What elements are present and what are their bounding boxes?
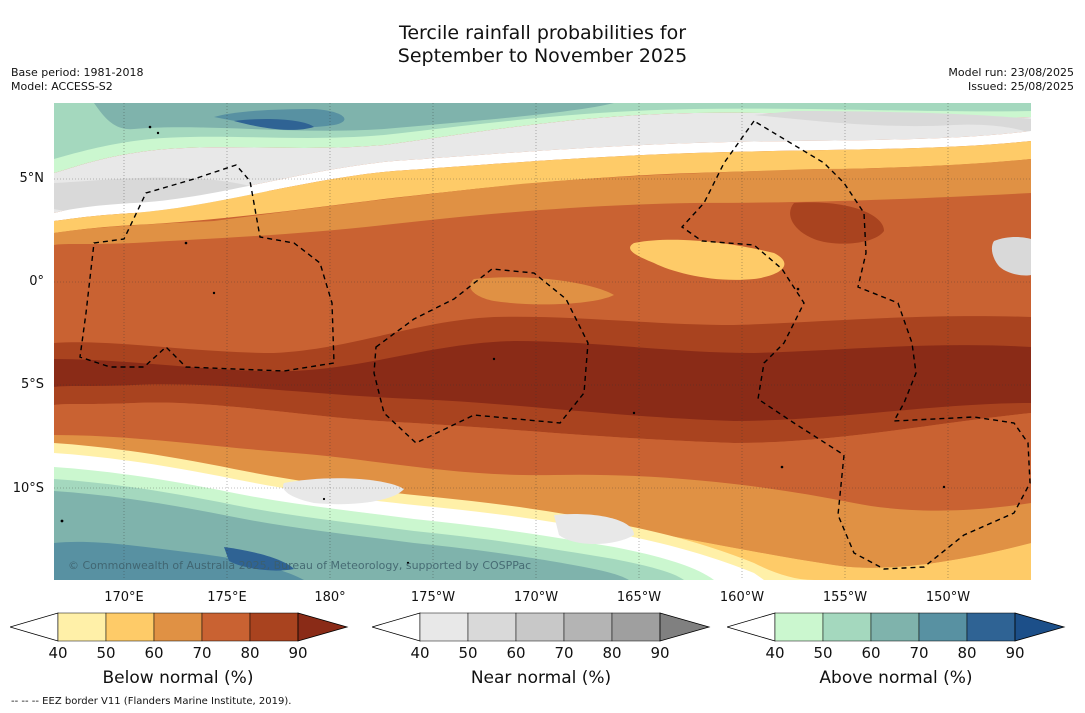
title-line-2: September to November 2025 <box>397 45 688 67</box>
model-run: Model run: 23/08/2025 <box>948 66 1074 79</box>
meta-left: Base period: 1981-2018 Model: ACCESS-S2 <box>11 66 143 94</box>
lon-label-175e: 175°E <box>207 590 247 605</box>
lon-label-165w: 165°W <box>616 590 662 605</box>
issued-date: Issued: 25/08/2025 <box>967 80 1074 93</box>
eez-kiribati-gilbert <box>79 164 335 372</box>
title-line-1: Tercile rainfall probabilities for <box>398 22 687 44</box>
near-tick-60: 60 <box>506 644 526 662</box>
below-tick-60: 60 <box>144 644 164 662</box>
above-tick-50: 50 <box>813 644 833 662</box>
model-name: Model: ACCESS-S2 <box>11 80 113 93</box>
eez-phoenix <box>373 268 589 444</box>
above-tick-80: 80 <box>957 644 977 662</box>
colorbar-above <box>727 612 1066 642</box>
below-normal-title: Below normal (%) <box>102 668 254 688</box>
lat-label-0: 0° <box>29 274 44 289</box>
near-tick-40: 40 <box>410 644 430 662</box>
above-tick-90: 90 <box>1005 644 1025 662</box>
lon-label-155w: 155°W <box>822 590 868 605</box>
below-tick-90: 90 <box>288 644 308 662</box>
east-near-patch <box>991 237 1031 276</box>
eez-borders <box>79 120 1031 570</box>
below-tick-70: 70 <box>192 644 212 662</box>
lon-label-160w: 160°W <box>719 590 765 605</box>
map-svg <box>54 103 1031 580</box>
south-below-weak <box>54 435 1031 568</box>
above-tick-70: 70 <box>909 644 929 662</box>
lon-label-150w: 150°W <box>925 590 971 605</box>
near-tick-80: 80 <box>602 644 622 662</box>
north-below-mid <box>54 159 1031 245</box>
below-arrow-max <box>297 612 349 642</box>
north-above-peak <box>234 119 314 130</box>
above-normal-title: Above normal (%) <box>819 668 973 688</box>
above-tick-60: 60 <box>861 644 881 662</box>
rainfall-map <box>54 103 1031 580</box>
south-above-peak <box>224 547 294 571</box>
south-near-patch-2 <box>554 513 634 544</box>
below-arrow-min <box>10 612 59 642</box>
map-title: Tercile rainfall probabilities for Septe… <box>0 22 1085 68</box>
near-tick-70: 70 <box>554 644 574 662</box>
colorbar-below <box>10 612 349 642</box>
north-near-normal <box>54 112 1031 213</box>
north-white-margin <box>54 131 1031 221</box>
central-pale-patch <box>630 239 785 280</box>
lon-label-175w: 175°W <box>410 590 456 605</box>
lat-label-5n: 5°N <box>19 171 45 186</box>
copyright-notice: © Commonwealth of Australia 2025, Bureau… <box>68 559 532 572</box>
below-tick-40: 40 <box>48 644 68 662</box>
south-near-patch-1 <box>283 478 404 505</box>
south-below-mid <box>54 402 1031 511</box>
base-period: Base period: 1981-2018 <box>11 66 144 79</box>
north-above-strong <box>94 103 614 131</box>
lon-label-170w: 170°W <box>513 590 559 605</box>
islands <box>60 125 946 565</box>
map-gridlines <box>54 103 1031 580</box>
below-tick-80: 80 <box>240 644 260 662</box>
south-below-peak <box>54 341 1031 421</box>
meta-right: Model run: 23/08/2025 Issued: 25/08/2025 <box>948 66 1074 94</box>
near-normal-title: Near normal (%) <box>470 668 612 688</box>
lon-label-180: 180° <box>314 590 346 605</box>
eez-line-islands <box>680 120 1031 570</box>
below-tick-50: 50 <box>96 644 116 662</box>
north-near-east <box>754 111 1031 133</box>
near-tick-50: 50 <box>458 644 478 662</box>
eez-footnote: -- -- -- EEZ border V11 (Flanders Marine… <box>11 696 292 707</box>
central-orange-patch <box>470 277 614 305</box>
lat-label-10s: 10°S <box>12 481 44 496</box>
lon-label-170e: 170°E <box>104 590 144 605</box>
above-tick-40: 40 <box>765 644 785 662</box>
near-tick-90: 90 <box>650 644 670 662</box>
lat-label-5s: 5°S <box>20 377 44 392</box>
colorbar-near <box>372 612 711 642</box>
north-east-strong <box>790 202 884 244</box>
north-below-light <box>54 141 1031 233</box>
south-above-core <box>54 541 304 580</box>
